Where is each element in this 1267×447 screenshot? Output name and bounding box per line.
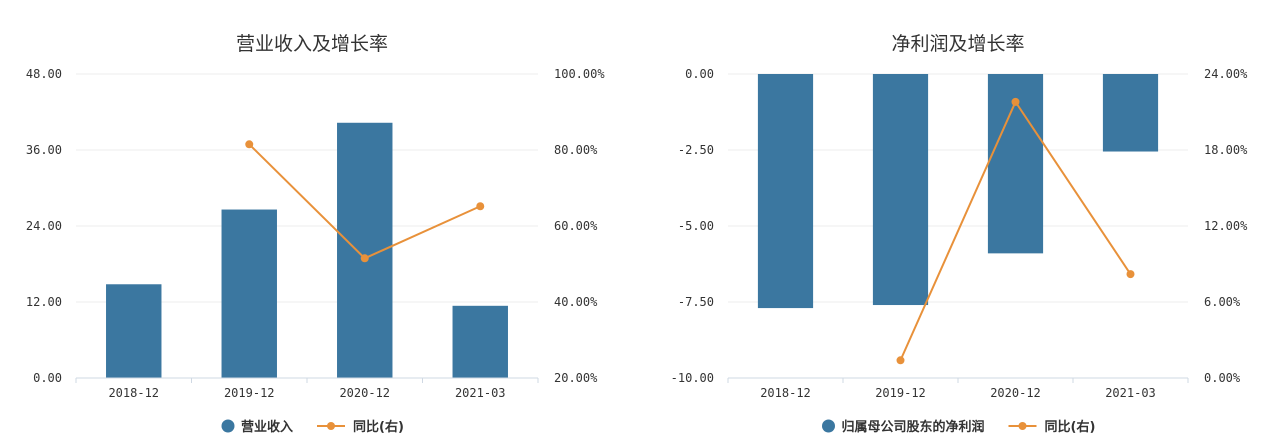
y-tick-label-left: 24.00 [26, 219, 62, 233]
y-tick-label-right: 12.00% [1204, 219, 1248, 233]
legend: 营业收入 同比(右) [221, 419, 404, 435]
bar [1102, 74, 1159, 152]
line-point [896, 356, 905, 365]
y-tick-label-right: 18.00% [1204, 143, 1248, 157]
line-point [1126, 270, 1135, 279]
bar [872, 74, 929, 306]
legend: 归属母公司股东的净利润 同比(右) [822, 419, 1095, 435]
bar [106, 284, 162, 378]
legend-label: 营业收入 [241, 419, 293, 435]
y-tick-label-right: 40.00% [554, 295, 598, 309]
line-point [476, 202, 485, 211]
legend-swatch-bar [822, 419, 835, 433]
y-tick-label-left: 48.00 [26, 67, 62, 81]
line-point [360, 254, 369, 263]
y-tick-label-right: 0.00% [1204, 371, 1241, 385]
legend-swatch-line-marker [1018, 422, 1027, 430]
x-tick-label: 2019-12 [224, 386, 275, 400]
bar [757, 74, 814, 309]
y-tick-label-left: -2.50 [678, 143, 714, 157]
bar [452, 305, 508, 378]
chart-panel-2: 净利润及增长率 -10.00 0.00% -7.50 6.00% -5.00 12.00% -… [671, 33, 1248, 435]
y-tick-label-right: 100.00% [554, 67, 605, 81]
y-tick-label-left: -5.00 [678, 219, 714, 233]
x-tick-label: 2018-12 [108, 386, 159, 400]
y-tick-label-left: 0.00 [33, 371, 62, 385]
legend-label: 归属母公司股东的净利润 [842, 419, 985, 435]
y-tick-label-right: 20.00% [554, 371, 598, 385]
legend-swatch-bar [221, 419, 235, 433]
chart-panel-1: 营业收入及增长率 0.00 20.00% 12.00 40.00% 24.00 60.00%… [26, 33, 605, 435]
bar [221, 209, 277, 378]
legend-swatch-line-marker [327, 422, 335, 430]
y-tick-label-left: -7.50 [678, 295, 714, 309]
y-tick-label-right: 24.00% [1204, 67, 1248, 81]
x-tick-label: 2021-03 [1105, 386, 1156, 400]
chart-title: 净利润及增长率 [891, 33, 1024, 55]
y-tick-label-left: 36.00 [26, 143, 62, 157]
y-tick-label-right: 80.00% [554, 143, 598, 157]
line-point [245, 140, 254, 149]
x-tick-label: 2019-12 [875, 386, 926, 400]
chart-title: 营业收入及增长率 [236, 33, 388, 55]
x-tick-label: 2021-03 [455, 386, 506, 400]
line-point [1011, 97, 1020, 106]
x-tick-label: 2020-12 [339, 386, 390, 400]
y-tick-label-right: 6.00% [1204, 295, 1241, 309]
legend-label: 同比(右) [353, 419, 404, 435]
y-tick-label-right: 60.00% [554, 219, 598, 233]
y-tick-label-left: 0.00 [685, 67, 714, 81]
x-tick-label: 2018-12 [760, 386, 811, 400]
y-tick-label-left: 12.00 [26, 295, 62, 309]
x-tick-label: 2020-12 [990, 386, 1041, 400]
y-tick-label-left: -10.00 [671, 371, 714, 385]
legend-label: 同比(右) [1045, 419, 1096, 435]
